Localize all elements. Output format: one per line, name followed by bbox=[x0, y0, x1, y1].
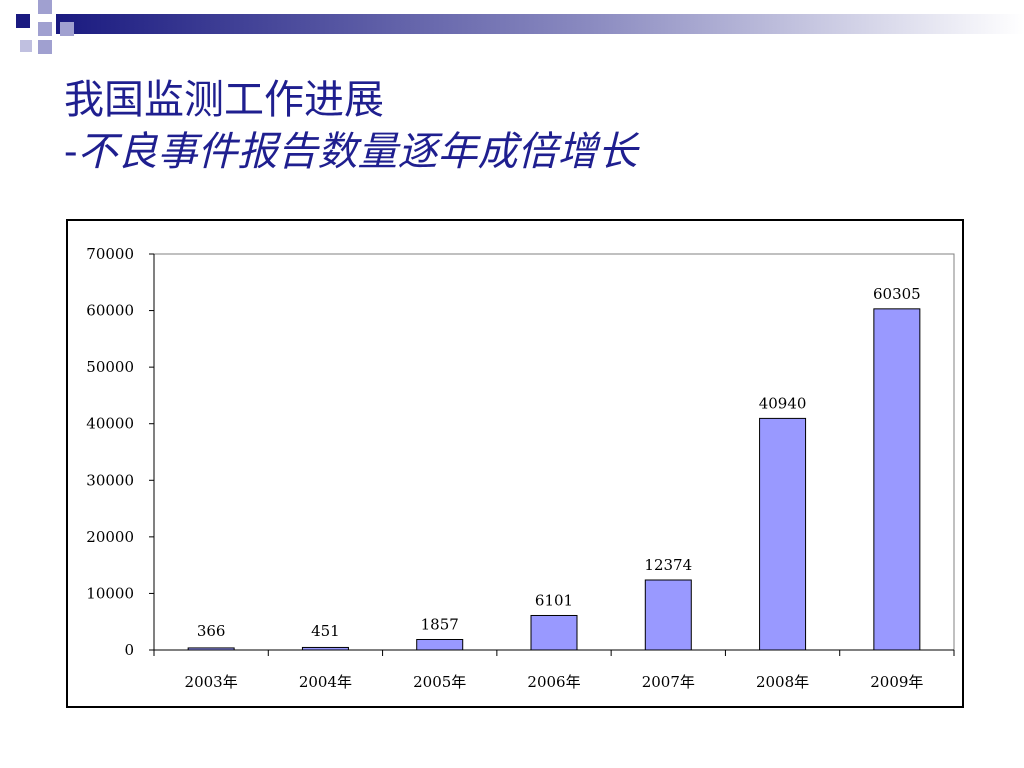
y-tick-label: 70000 bbox=[86, 245, 134, 263]
slide-decoration bbox=[16, 0, 1024, 54]
y-tick-label: 20000 bbox=[86, 528, 134, 546]
y-tick-label: 0 bbox=[124, 641, 134, 659]
x-tick-label: 2004年 bbox=[299, 673, 352, 691]
data-label: 451 bbox=[311, 622, 340, 640]
bar bbox=[873, 308, 921, 651]
y-tick-label: 30000 bbox=[86, 471, 134, 489]
bar bbox=[187, 647, 235, 651]
decor-square-dark bbox=[16, 14, 30, 28]
bar bbox=[416, 638, 464, 651]
bar bbox=[759, 417, 807, 651]
title-dash: - bbox=[64, 129, 78, 175]
bar bbox=[301, 646, 349, 651]
data-label: 366 bbox=[197, 622, 226, 640]
y-tick-label: 60000 bbox=[86, 302, 134, 320]
title-main: 我国监测工作进展 bbox=[64, 77, 384, 123]
data-label: 1857 bbox=[421, 615, 459, 633]
bar bbox=[530, 614, 578, 651]
decor-square-light bbox=[38, 0, 52, 14]
x-tick-label: 2006年 bbox=[527, 673, 580, 691]
x-tick-label: 2005年 bbox=[413, 673, 466, 691]
data-label: 12374 bbox=[644, 556, 692, 574]
x-tick-label: 2009年 bbox=[870, 673, 923, 691]
decor-square-light bbox=[38, 22, 52, 36]
slide-title: 我国监测工作进展 -不良事件报告数量逐年成倍增长 bbox=[64, 76, 638, 176]
decor-square-light bbox=[20, 40, 32, 52]
y-tick-label: 40000 bbox=[86, 415, 134, 433]
y-tick-label: 50000 bbox=[86, 358, 134, 376]
bar bbox=[644, 579, 692, 651]
decor-square-light bbox=[60, 22, 74, 36]
data-label: 40940 bbox=[759, 394, 807, 412]
bar-chart: 0 10000 20000 30000 40000 50000 60000 70000 366 2… bbox=[86, 245, 955, 691]
chart-frame: 0 10000 20000 30000 40000 50000 60000 70000 366 2… bbox=[66, 219, 964, 708]
x-tick-label: 2008年 bbox=[756, 673, 809, 691]
title-subtitle-text: 不良事件报告数量逐年成倍增长 bbox=[77, 129, 638, 175]
data-label: 6101 bbox=[535, 591, 573, 609]
x-tick-label: 2007年 bbox=[642, 673, 695, 691]
y-tick-label: 10000 bbox=[86, 584, 134, 602]
data-label: 60305 bbox=[873, 285, 921, 303]
title-subtitle: -不良事件报告数量逐年成倍增长 bbox=[64, 128, 638, 176]
x-tick-label: 2003年 bbox=[185, 673, 238, 691]
decor-square-light bbox=[38, 40, 52, 54]
header-gradient-bar bbox=[56, 14, 1024, 34]
